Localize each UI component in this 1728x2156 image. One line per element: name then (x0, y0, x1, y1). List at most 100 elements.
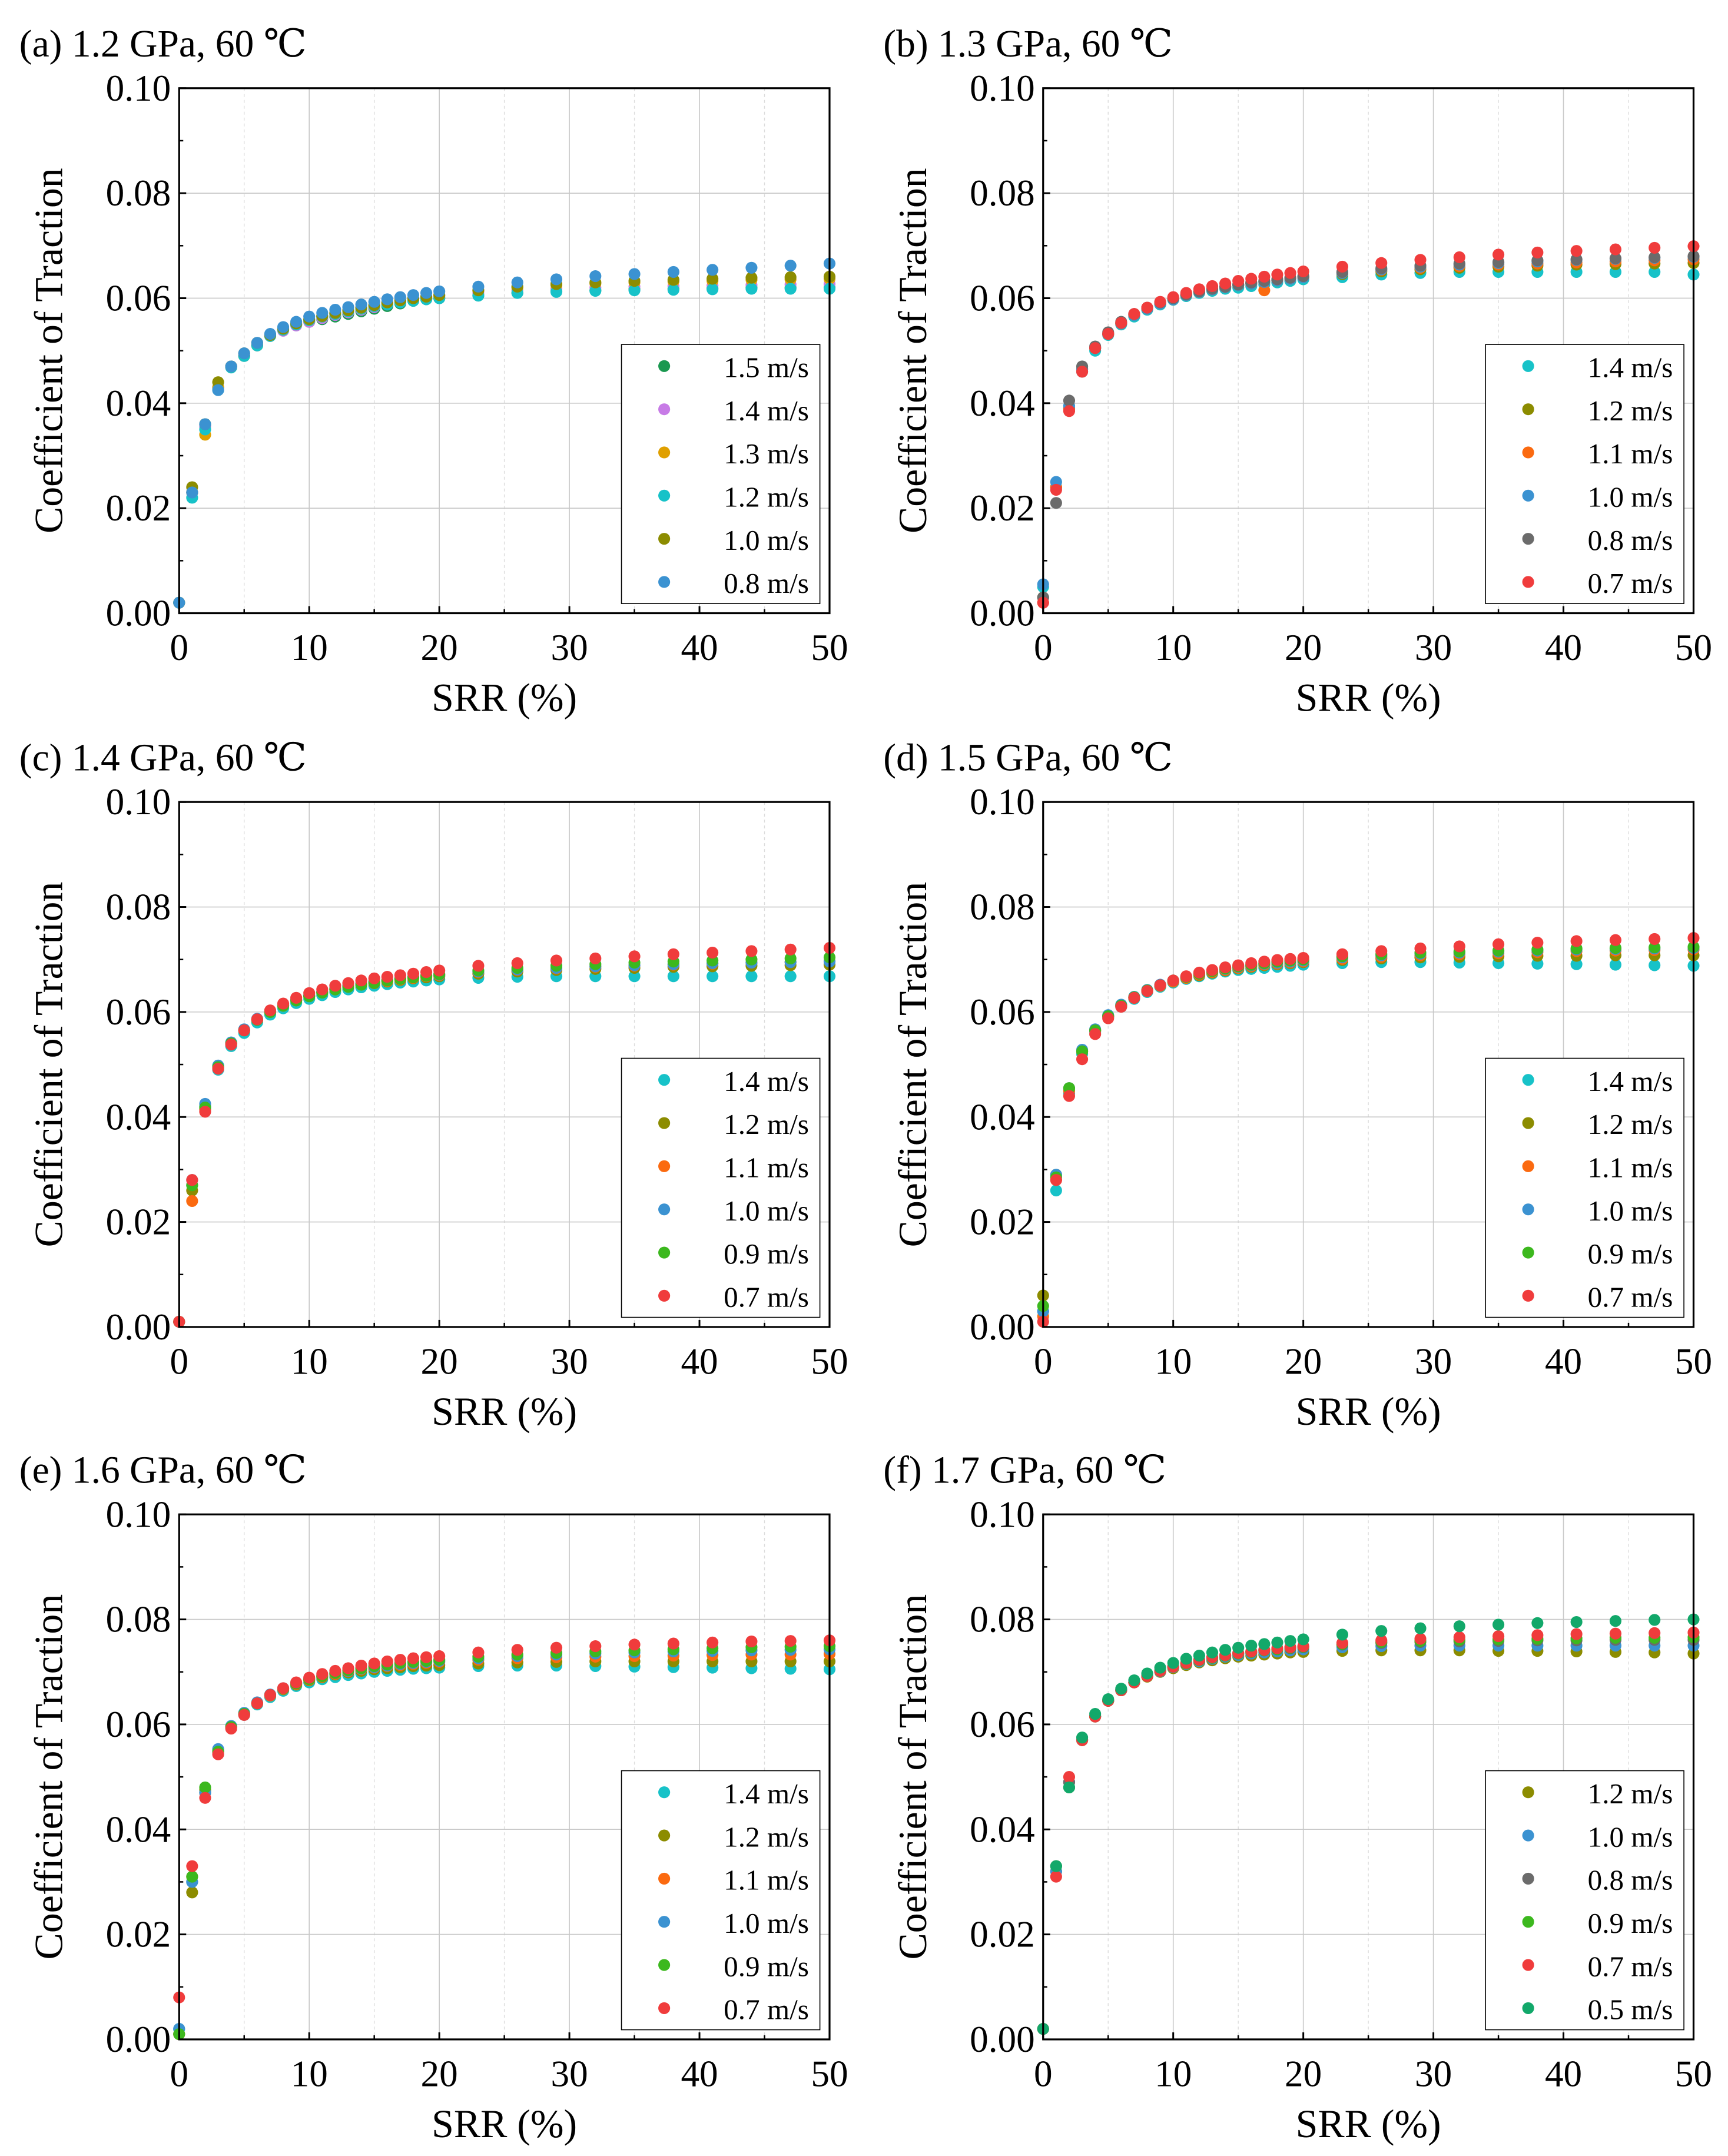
legend-item: 0.8 m/s (1522, 524, 1673, 556)
x-tick-label: 40 (681, 627, 718, 668)
y-tick-label: 0.02 (970, 487, 1035, 529)
data-point (407, 289, 420, 301)
data-point (1570, 935, 1583, 947)
data-point (1649, 959, 1661, 971)
data-point (511, 957, 523, 970)
legend-item: 1.0 m/s (658, 1195, 809, 1227)
y-tick-label: 0.06 (106, 278, 171, 319)
data-point (1050, 1184, 1062, 1197)
y-tick-label: 0.06 (106, 991, 171, 1033)
data-point (667, 948, 679, 960)
data-point (277, 1682, 290, 1694)
legend-label: 0.7 m/s (1588, 567, 1673, 599)
legend-marker (658, 1246, 671, 1259)
data-point (342, 301, 354, 313)
data-point (290, 316, 303, 328)
legend-label: 1.0 m/s (1588, 481, 1673, 513)
data-point (1063, 1771, 1076, 1783)
x-axis-label: SRR (%) (432, 1389, 577, 1434)
legend-marker (658, 533, 671, 545)
legend-label: 0.8 m/s (724, 567, 809, 599)
data-point (1167, 974, 1179, 987)
data-point (550, 273, 563, 286)
legend-marker (658, 1959, 671, 1971)
legend-item: 0.9 m/s (1522, 1238, 1673, 1270)
y-tick-label: 0.08 (106, 173, 171, 214)
data-point (1232, 274, 1245, 287)
x-axis-label: SRR (%) (432, 676, 577, 720)
x-tick-label: 40 (1545, 2054, 1582, 2095)
legend-marker (658, 1786, 671, 1799)
y-tick-label: 0.10 (970, 68, 1035, 109)
data-point (784, 970, 797, 983)
y-tick-label: 0.08 (970, 173, 1035, 214)
data-point (1453, 251, 1465, 263)
data-point (407, 1652, 420, 1664)
legend-marker (1522, 2002, 1534, 2014)
legend-item: 0.5 m/s (1522, 1994, 1673, 2026)
data-point (1570, 958, 1583, 970)
data-point (589, 284, 602, 297)
data-point (368, 1657, 380, 1670)
data-point (1414, 254, 1427, 266)
data-point (238, 347, 250, 360)
data-point (1271, 954, 1283, 966)
data-point (1609, 243, 1621, 256)
data-point (1531, 1617, 1544, 1629)
data-point (1089, 1708, 1102, 1720)
legend-item: 1.0 m/s (658, 1907, 809, 1939)
legend-label: 1.0 m/s (1588, 1195, 1673, 1227)
data-point (1649, 1627, 1661, 1639)
x-tick-label: 50 (1675, 627, 1712, 668)
data-point (394, 1654, 406, 1666)
data-point (511, 1644, 523, 1656)
x-axis-label: SRR (%) (1296, 1389, 1441, 1434)
legend-item: 1.4 m/s (658, 1065, 809, 1097)
data-point (1649, 241, 1661, 254)
legend-marker (658, 576, 671, 588)
data-point (225, 1722, 237, 1735)
data-point (186, 1174, 198, 1186)
legend-label: 1.0 m/s (1588, 1820, 1673, 1853)
data-point (745, 953, 758, 966)
y-tick-label: 0.02 (106, 1202, 171, 1243)
data-point (433, 964, 446, 977)
legend-item: 0.9 m/s (1522, 1907, 1673, 1939)
data-point (1284, 267, 1296, 279)
x-tick-label: 20 (1285, 627, 1322, 668)
legend-marker (1522, 1160, 1534, 1172)
x-tick-label: 10 (291, 1341, 328, 1382)
data-point (745, 945, 758, 957)
legend: 1.4 m/s 1.2 m/s 1.1 m/s 1.0 m/s 0.9 m/s 0.7 m… (621, 1770, 821, 2031)
data-point (1193, 1650, 1205, 1662)
data-point (1492, 938, 1505, 950)
data-point (212, 384, 224, 396)
data-point (628, 1638, 641, 1651)
panel-title: (c) 1.4 GPa, 60 ℃ (19, 737, 307, 779)
x-tick-label: 0 (170, 2054, 188, 2095)
data-point (1649, 941, 1661, 954)
x-tick-label: 0 (170, 1341, 188, 1382)
legend-label: 1.4 m/s (724, 1777, 809, 1810)
data-point (368, 972, 380, 984)
y-tick-label: 0.00 (106, 2019, 171, 2060)
data-point (1453, 1631, 1465, 1643)
data-point (329, 304, 341, 316)
x-tick-label: 0 (1034, 1341, 1053, 1382)
data-point (1076, 1053, 1089, 1066)
legend-item: 1.1 m/s (658, 1152, 809, 1184)
data-point (1102, 1693, 1115, 1706)
legend-label: 0.5 m/s (1588, 1994, 1673, 2026)
data-point (667, 284, 679, 296)
legend-item: 1.5 m/s (658, 351, 809, 384)
data-point (1076, 1732, 1089, 1744)
data-point (394, 969, 406, 981)
legend-label: 0.7 m/s (724, 1994, 809, 2026)
legend-item: 1.0 m/s (1522, 1195, 1673, 1227)
data-point (186, 486, 198, 499)
y-tick-label: 0.10 (970, 781, 1035, 822)
y-tick-label: 0.04 (106, 1809, 171, 1850)
data-point (342, 977, 354, 989)
data-point (1141, 985, 1153, 997)
data-point (186, 1870, 198, 1883)
